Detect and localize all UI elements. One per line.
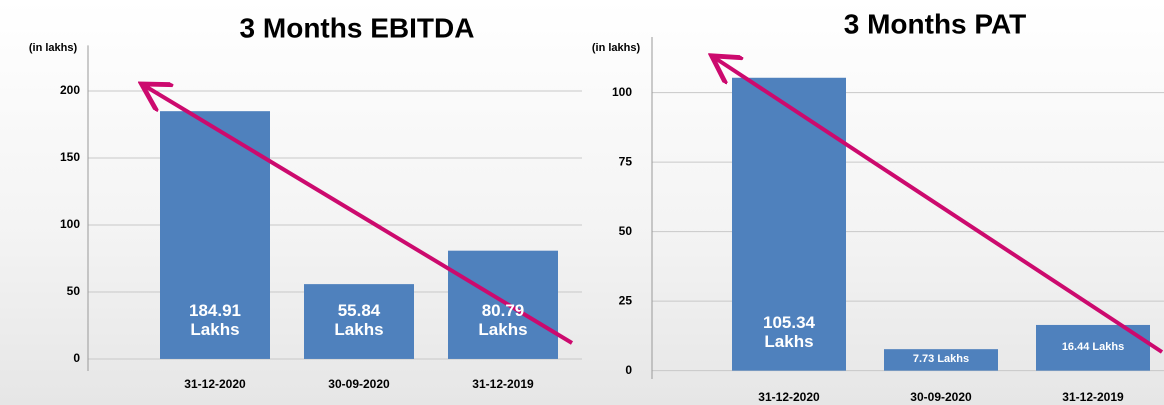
bar [304, 284, 414, 359]
y-tick-label: 0 [73, 351, 80, 365]
y-axis-label: (in lakhs) [29, 42, 78, 54]
value-label: 80.79 Lakhs [478, 300, 528, 340]
x-tick-label: 31-12-2020 [758, 390, 820, 404]
value-label: 184.91 Lakhs [189, 300, 241, 340]
bar [884, 349, 998, 371]
y-tick-label: 200 [60, 83, 80, 97]
plots: 0 50 100 150 200 31-12-2020 30-09-2020 31-12-20… [60, 37, 1164, 404]
chart-title: 3 Months PAT [844, 8, 1027, 39]
y-tick-label: 100 [60, 217, 80, 231]
x-tick-label: 31-12-2019 [1062, 390, 1124, 404]
x-tick-label: 30-09-2020 [910, 390, 972, 404]
y-axis-label: (in lakhs) [592, 42, 641, 54]
y-tick-label: 50 [67, 284, 81, 298]
y-tick-label: 0 [625, 363, 632, 377]
y-tick-label: 75 [619, 154, 633, 168]
value-label: 55.84 Lakhs [334, 300, 384, 340]
chart-title: 3 Months EBITDA [240, 12, 475, 43]
y-tick-label: 100 [612, 85, 632, 99]
y-tick-label: 50 [619, 224, 633, 238]
value-label: 16.44 Lakhs [1061, 340, 1125, 353]
y-tick-label: 25 [619, 293, 633, 307]
x-tick-label: 31-12-2019 [472, 377, 534, 391]
trend-arrow [145, 86, 574, 345]
y-tick-label: 150 [60, 150, 80, 164]
x-tick-label: 30-09-2020 [328, 377, 390, 391]
x-tick-label: 31-12-2020 [184, 377, 246, 391]
trend-arrow [715, 58, 1164, 354]
bar [732, 77, 846, 371]
value-label: 7.73 Lakhs [912, 352, 970, 365]
value-label: 105.34 Lakhs [763, 312, 815, 352]
bar [448, 250, 558, 359]
